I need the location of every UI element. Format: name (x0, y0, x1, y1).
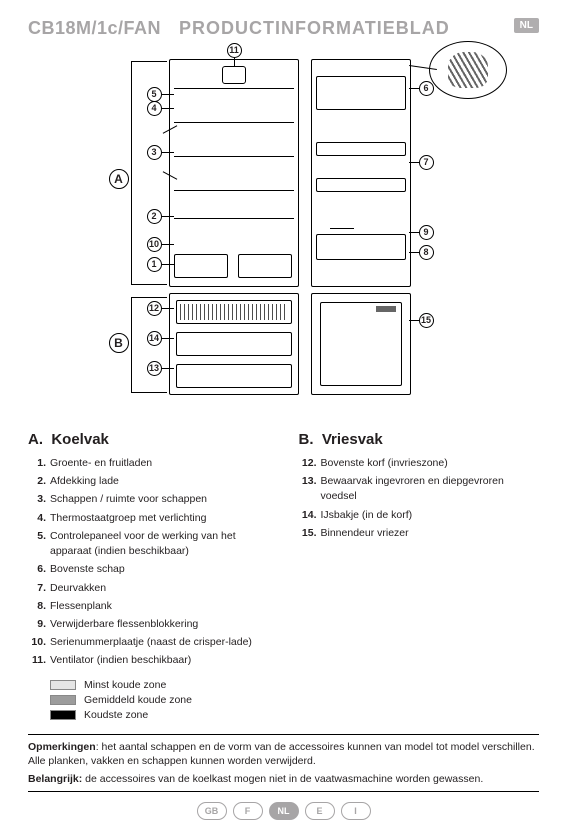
list-item: 1.Groente- en fruitladen (50, 456, 269, 471)
fan-housing (222, 66, 246, 84)
zone-least: Minst koude zone (84, 679, 166, 691)
fridge-door (311, 59, 411, 287)
list-item: 8.Flessenplank (50, 599, 269, 614)
freezer-door (311, 293, 411, 395)
product-diagram: A B 5 4 3 2 10 1 12 14 13 11 6 (28, 47, 539, 417)
list-item: 10.Serienummerplaatje (naast de crisper-… (50, 635, 269, 650)
list-item: 12.Bovenste korf (invrieszone) (321, 456, 540, 471)
list-item: 4.Thermostaatgroep met verlichting (50, 511, 269, 526)
list-item: 6.Bovenste schap (50, 562, 269, 577)
language-selector: GB F NL EI (28, 802, 539, 820)
callout-12: 12 (147, 301, 162, 316)
callout-4: 4 (147, 101, 162, 116)
list-item: 15.Binnendeur vriezer (321, 526, 540, 541)
section-B-marker: B (109, 333, 129, 353)
important-text: de accessoires van de koelkast mogen nie… (82, 773, 483, 785)
callout-2: 2 (147, 209, 162, 224)
section-B-list: 12.Bovenste korf (invrieszone) 13.Bewaarv… (299, 456, 540, 541)
zone-most: Koudste zone (84, 709, 148, 721)
lang-pill-f[interactable]: F (233, 802, 263, 820)
page-header: CB18M/1c/FAN PRODUCTINFORMATIEBLAD (28, 18, 539, 39)
callout-15: 15 (419, 313, 434, 328)
remark-label: Opmerkingen (28, 741, 96, 753)
callout-13: 13 (147, 361, 162, 376)
footnotes: Opmerkingen: het aantal schappen en de v… (28, 734, 539, 793)
list-item: 13.Bewaarvak ingevroren en diepgevroren … (321, 474, 540, 504)
fan-detail-bubble (429, 41, 507, 99)
section-B: B. Vriesvak 12.Bovenste korf (invrieszon… (299, 431, 540, 724)
callout-7: 7 (419, 155, 434, 170)
list-item: 3.Schappen / ruimte voor schappen (50, 492, 269, 507)
important-label: Belangrijk: (28, 773, 82, 785)
callout-8: 8 (419, 245, 434, 260)
temperature-zones: Minst koude zone Gemiddeld koude zone Ko… (28, 679, 269, 721)
callout-10: 10 (147, 237, 162, 252)
list-item: 5.Controlepaneel voor de werking van het… (50, 529, 269, 559)
section-A-list: 1.Groente- en fruitladen 2.Afdekking lade… (28, 456, 269, 669)
callout-3: 3 (147, 145, 162, 160)
zone-mid: Gemiddeld koude zone (84, 694, 192, 706)
remark-text: : het aantal schappen en de vorm van de … (28, 741, 535, 767)
lang-pill-i[interactable]: I (341, 802, 371, 820)
freezer-compartment (169, 293, 299, 395)
list-item: 9.Verwijderbare flessenblokkering (50, 617, 269, 632)
list-item: 2.Afdekking lade (50, 474, 269, 489)
list-item: 11.Ventilator (indien beschikbaar) (50, 653, 269, 668)
fridge-compartment (169, 59, 299, 287)
callout-6: 6 (419, 81, 434, 96)
lang-pill-nl[interactable]: NL (269, 802, 299, 820)
callout-5: 5 (147, 87, 162, 102)
list-item: 14.IJsbakje (in de korf) (321, 508, 540, 523)
section-A-marker: A (109, 169, 129, 189)
callout-14: 14 (147, 331, 162, 346)
legend-columns: A. Koelvak 1.Groente- en fruitladen 2.Afd… (28, 431, 539, 724)
list-item: 7.Deurvakken (50, 581, 269, 596)
page-title: PRODUCTINFORMATIEBLAD (179, 18, 450, 39)
callout-1: 1 (147, 257, 162, 272)
section-A: A. Koelvak 1.Groente- en fruitladen 2.Afd… (28, 431, 269, 724)
lang-pill-gb[interactable]: GB (197, 802, 227, 820)
callout-9: 9 (419, 225, 434, 240)
lang-pill-e[interactable]: E (305, 802, 335, 820)
callout-11: 11 (227, 43, 242, 58)
section-B-heading: B. Vriesvak (299, 431, 540, 448)
section-A-heading: A. Koelvak (28, 431, 269, 448)
language-badge: NL (514, 18, 539, 33)
model-code: CB18M/1c/FAN (28, 18, 161, 39)
